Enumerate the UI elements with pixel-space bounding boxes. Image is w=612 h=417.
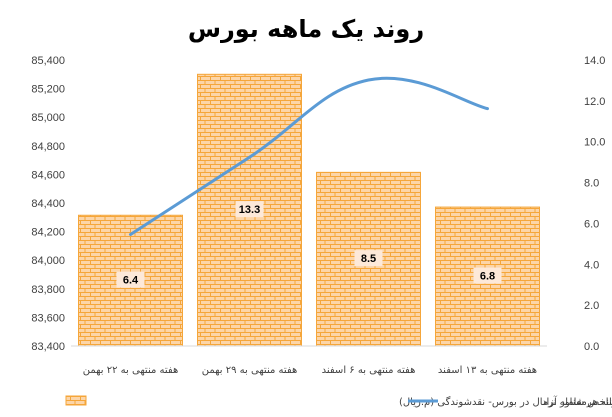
x-axis-categories: هفته منتهی به ۲۲ بهمن هفته منتهی به ۲۹ به… [83, 365, 537, 376]
data-label: 13.3 [239, 204, 260, 216]
x-category-label: هفته منتهی به ۲۲ بهمن [83, 365, 178, 376]
legend-bar-swatch [65, 395, 87, 406]
right-tick-label: 0.0 [584, 341, 599, 353]
legend: متوسط ارزش روزانه هرمعامله نرمال در بورس… [65, 395, 612, 408]
x-category-label: هفته منتهی به ۶ اسفند [322, 365, 416, 376]
left-tick-label: 83,600 [31, 312, 65, 324]
data-label: 6.8 [480, 271, 495, 283]
data-label-bg [235, 201, 264, 218]
left-tick-label: 84,200 [31, 227, 65, 239]
data-label: 8.5 [361, 253, 376, 265]
right-axis: 0.0 2.0 4.0 6.0 8.0 10.0 12.0 14.0 [584, 55, 605, 353]
left-tick-label: 85,200 [31, 84, 65, 96]
left-tick-label: 85,000 [31, 112, 65, 124]
right-tick-label: 2.0 [584, 300, 599, 312]
data-label-bg [116, 271, 145, 288]
bar-series [78, 73, 540, 347]
right-tick-label: 10.0 [584, 137, 605, 149]
data-label-bg [473, 267, 502, 284]
right-tick-label: 14.0 [584, 55, 605, 67]
data-label: 6.4 [123, 275, 139, 287]
right-tick-label: 6.0 [584, 218, 599, 230]
data-label-bg [354, 250, 383, 267]
legend-bar-label: متوسط ارزش روزانه هرمعامله نرمال در بورس… [399, 396, 612, 408]
bar-data-labels: 6.4 13.3 8.5 6.8 [116, 201, 502, 288]
right-tick-label: 8.0 [584, 178, 599, 190]
right-tick-label: 12.0 [584, 96, 605, 108]
line-series [129, 76, 489, 236]
x-category-label: هفته منتهی به ۲۹ بهمن [202, 365, 297, 376]
right-tick-label: 4.0 [584, 259, 599, 271]
left-tick-label: 84,600 [31, 169, 65, 181]
chart-title: روند یک ماهه بورس [188, 15, 424, 43]
left-tick-label: 85,400 [31, 55, 65, 67]
line-path [129, 76, 489, 236]
left-tick-label: 84,000 [31, 255, 65, 267]
left-tick-label: 84,800 [31, 141, 65, 153]
left-tick-label: 83,800 [31, 284, 65, 296]
left-axis: 83,400 83,600 83,800 84,000 84,200 84,400 84,6… [31, 55, 65, 353]
x-category-label: هفته منتهی به ۱۳ اسفند [438, 365, 537, 376]
left-tick-label: 84,400 [31, 198, 65, 210]
legend-line-label: شاخص شناور آزاد [542, 395, 612, 408]
left-tick-label: 83,400 [31, 341, 65, 353]
